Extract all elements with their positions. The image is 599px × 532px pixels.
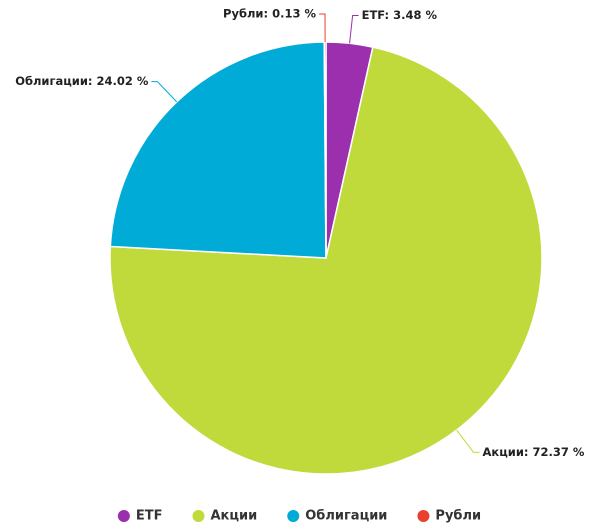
legend-label: ETF	[136, 509, 163, 524]
legend-marker	[287, 510, 300, 522]
leader-line	[456, 429, 480, 453]
legend-marker	[192, 510, 205, 522]
legend-marker	[417, 510, 430, 522]
pie-slice	[109, 46, 543, 475]
pie-slice	[109, 41, 327, 259]
leader-line	[349, 14, 359, 44]
legend: ETF Акции Облигации Рубли	[117, 509, 481, 524]
data-label: Рубли: 0.13 %	[223, 7, 316, 21]
data-label: Облигации: 24.02 %	[15, 74, 149, 88]
data-label: Акции: 72.37 %	[483, 445, 585, 459]
leader-line	[319, 13, 326, 43]
pie-slice	[323, 41, 327, 259]
legend-marker	[117, 510, 130, 522]
leader-line	[151, 81, 178, 103]
legend-label: Акции	[210, 509, 257, 524]
data-label: ETF: 3.48 %	[362, 8, 438, 22]
legend-label: Рубли	[435, 509, 481, 524]
legend-label: Облигации	[305, 509, 387, 524]
